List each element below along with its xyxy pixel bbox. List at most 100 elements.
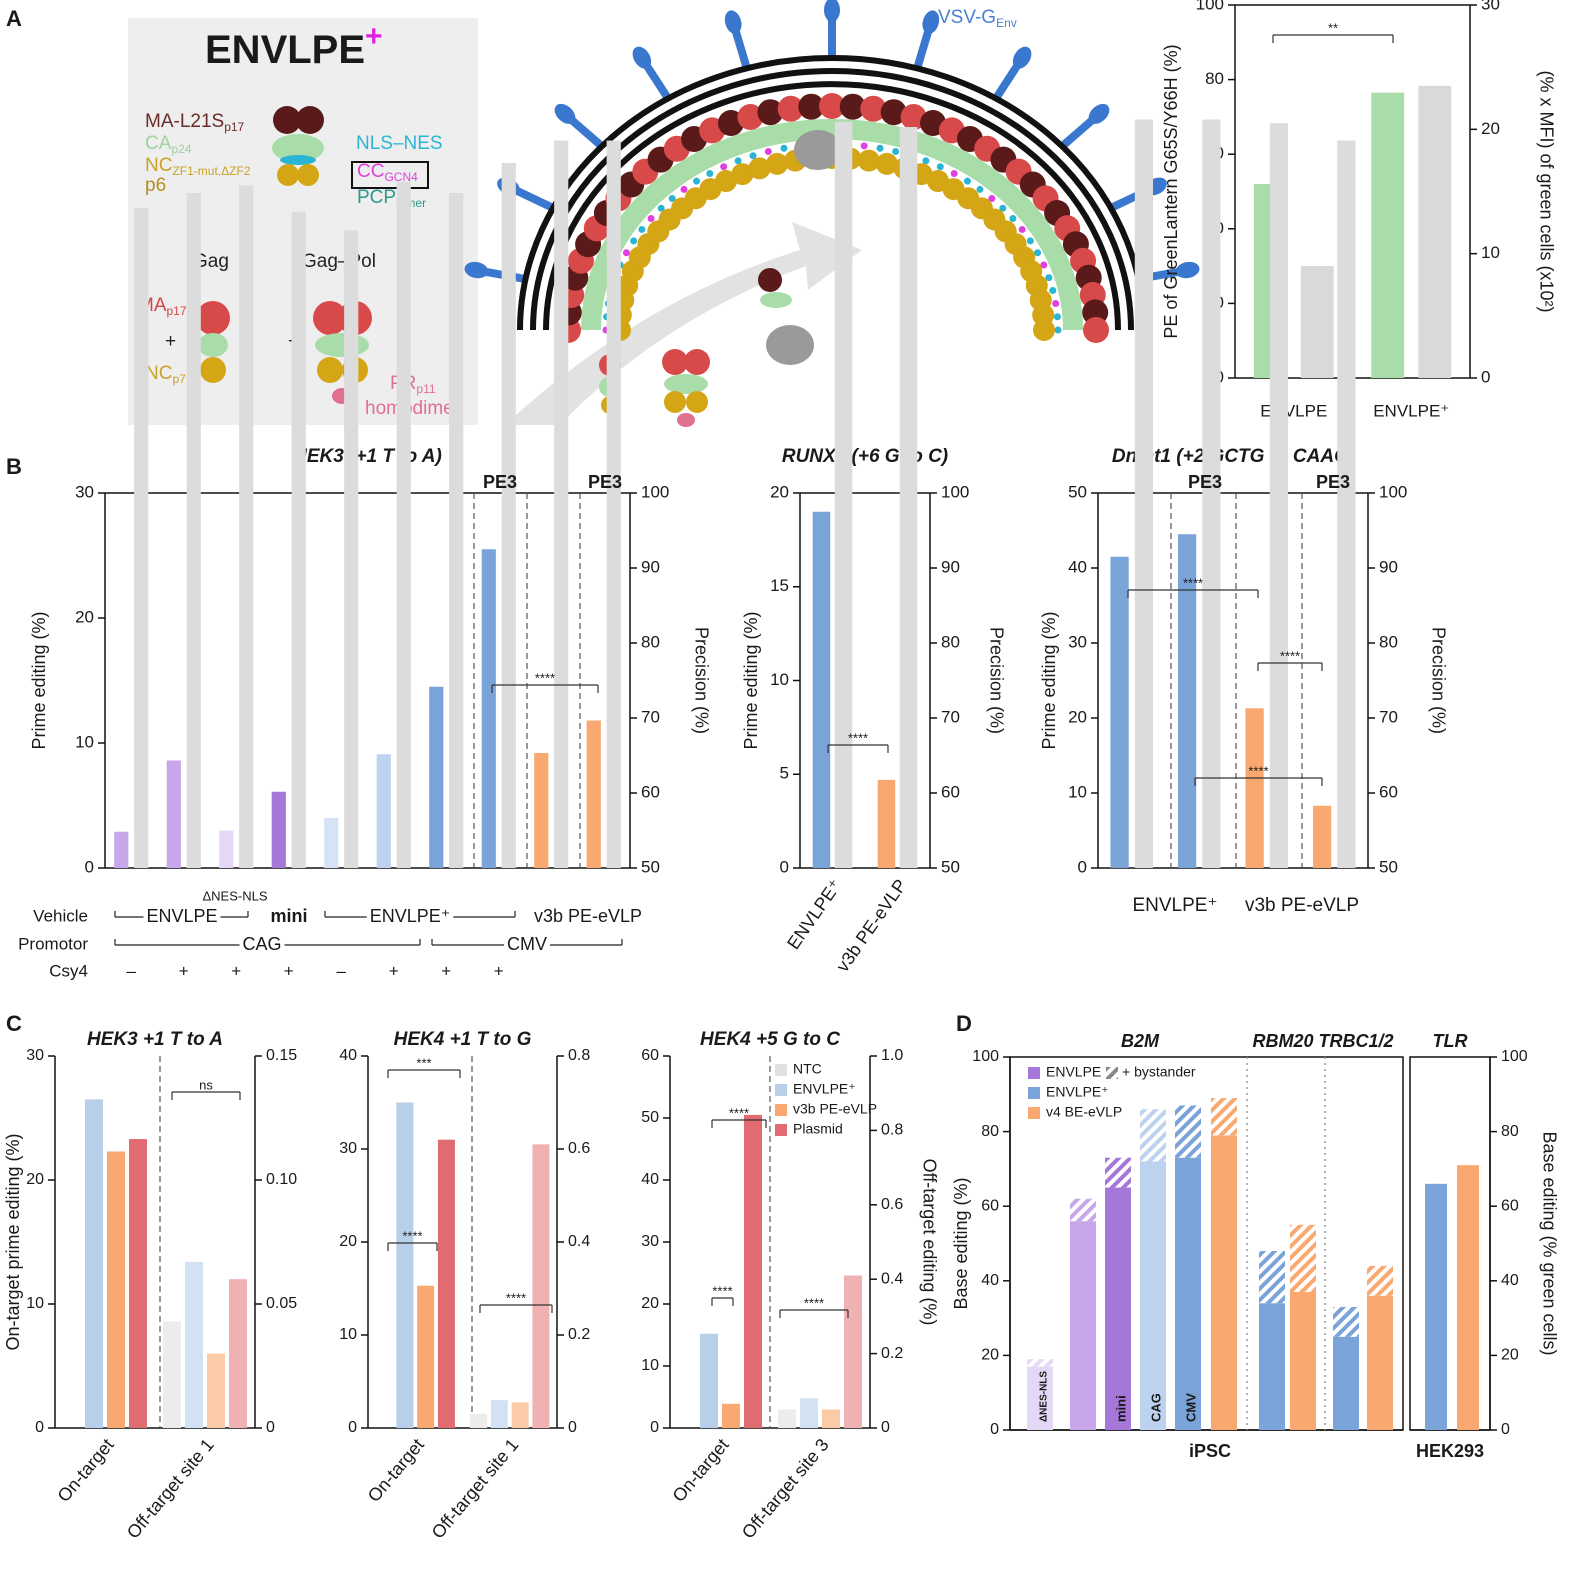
bar <box>1245 708 1264 868</box>
legend-swatch <box>775 1084 787 1096</box>
bar <box>114 831 129 868</box>
x-tick-label: – <box>127 961 137 980</box>
bar <box>163 1321 181 1428</box>
bar <box>107 1151 125 1428</box>
bar <box>1333 1336 1359 1430</box>
label-sub: p7 <box>172 372 186 386</box>
y-tick-label: 50 <box>641 1109 659 1126</box>
bar-segment <box>1070 1198 1096 1222</box>
panel-label: A <box>6 6 22 31</box>
y2-tick-label: 0 <box>568 1419 577 1436</box>
bar <box>1259 1303 1285 1430</box>
nc <box>317 357 343 383</box>
bar-segment <box>1333 1306 1359 1337</box>
y2-tick-label: 0 <box>881 1419 890 1436</box>
bar <box>239 185 254 868</box>
cc-box <box>351 161 429 189</box>
y-tick-label: 80 <box>1205 69 1224 88</box>
label-text: NC <box>145 155 172 176</box>
bar <box>1134 119 1154 868</box>
ma-domain <box>777 95 804 122</box>
y2-axis-label: Base editing (% green cells) <box>1539 1131 1559 1355</box>
y2-tick-label: 60 <box>1379 782 1398 801</box>
spike-stem <box>732 30 751 70</box>
ma <box>296 106 324 134</box>
label-sub: ZF1-mut,ΔZF2 <box>172 164 250 178</box>
x-axis-label: HEK293 <box>1416 1441 1484 1461</box>
nls <box>280 155 316 165</box>
diagram-label: Gag <box>193 251 229 272</box>
y2-tick-label: 30 <box>1481 0 1500 13</box>
bar <box>185 1261 203 1428</box>
y-axis-label: Prime editing (%) <box>29 611 49 749</box>
label-sub: GCN4 <box>384 170 418 184</box>
condition-label: PE3 <box>483 472 517 492</box>
label-text: PCP <box>357 187 396 208</box>
legend-label: ENVLPE <box>1046 1064 1101 1080</box>
x-tick-label: On-target <box>364 1435 428 1506</box>
label-sub: Env <box>996 16 1017 30</box>
pcp <box>876 144 884 152</box>
bar <box>1418 85 1452 379</box>
x-tick-label: + <box>231 961 241 980</box>
group-title: TLR <box>1433 1031 1468 1051</box>
bar <box>1070 1221 1096 1430</box>
y-tick-label: 0 <box>990 1421 999 1438</box>
y2-tick-label: 0.15 <box>266 1047 297 1064</box>
y-tick-label: 10 <box>1068 782 1087 801</box>
y-tick-label: 0 <box>348 1419 357 1436</box>
label-sub: p24 <box>171 142 191 156</box>
nc <box>686 391 708 413</box>
pcp <box>680 185 688 193</box>
significance: **** <box>1280 648 1300 663</box>
nc <box>200 357 226 383</box>
label-text: + <box>165 331 176 352</box>
significance: **** <box>712 1283 732 1298</box>
nc <box>277 164 299 186</box>
pcp <box>892 148 900 156</box>
bar <box>511 1402 529 1428</box>
label-text: Gag–Pol <box>302 251 376 272</box>
significance: **** <box>402 1228 422 1243</box>
diagram-label: NCZF1-mut,ΔZF2 <box>145 155 251 178</box>
x-tick-label: – <box>337 961 347 980</box>
y-tick-label: 20 <box>1068 707 1087 726</box>
nc-domain <box>1033 319 1055 341</box>
group-label: v3b PE-eVLP <box>1245 895 1359 916</box>
y2-tick-label: 0.05 <box>266 1295 297 1312</box>
y-axis-label: On-target prime editing (%) <box>3 1133 23 1350</box>
y2-tick-label: 70 <box>1379 707 1398 726</box>
y2-tick-label: 0.6 <box>881 1196 903 1213</box>
significance: **** <box>848 730 868 745</box>
condition-label: PE3 <box>588 472 622 492</box>
label-text: Gag <box>193 251 229 272</box>
x-tick-label: + <box>494 961 504 980</box>
y-axis-label: Prime editing (%) <box>1039 611 1059 749</box>
diagram-label: NLS–NES <box>356 133 443 154</box>
spike-head <box>824 0 840 22</box>
spike-stem <box>992 64 1021 101</box>
title-main: ENVLPE <box>205 28 365 72</box>
significance: *** <box>416 1055 431 1070</box>
group-label: v3b PE-eVLP <box>534 906 642 926</box>
ca <box>272 134 324 162</box>
bar <box>324 818 339 868</box>
diagram-label: VSV-GEnv <box>938 7 1017 30</box>
pcp <box>936 163 944 171</box>
diagram-label: MA-L21Sp17 <box>145 111 245 134</box>
x-tick-label: + <box>179 961 189 980</box>
pcp <box>764 148 772 156</box>
label-sub: p11 <box>416 382 435 396</box>
pcp <box>1034 249 1042 257</box>
bar <box>449 193 464 868</box>
y2-tick-label: 90 <box>641 557 660 576</box>
y-tick-label: 0 <box>1078 857 1087 876</box>
bar <box>532 1144 550 1428</box>
bar <box>1175 1157 1201 1430</box>
legend-swatch <box>1028 1067 1040 1079</box>
pcp <box>1052 300 1060 308</box>
bar <box>554 140 569 868</box>
y-tick-label: 20 <box>641 1295 659 1312</box>
y2-tick-label: 50 <box>941 857 960 876</box>
y-tick-label: 0 <box>780 857 789 876</box>
